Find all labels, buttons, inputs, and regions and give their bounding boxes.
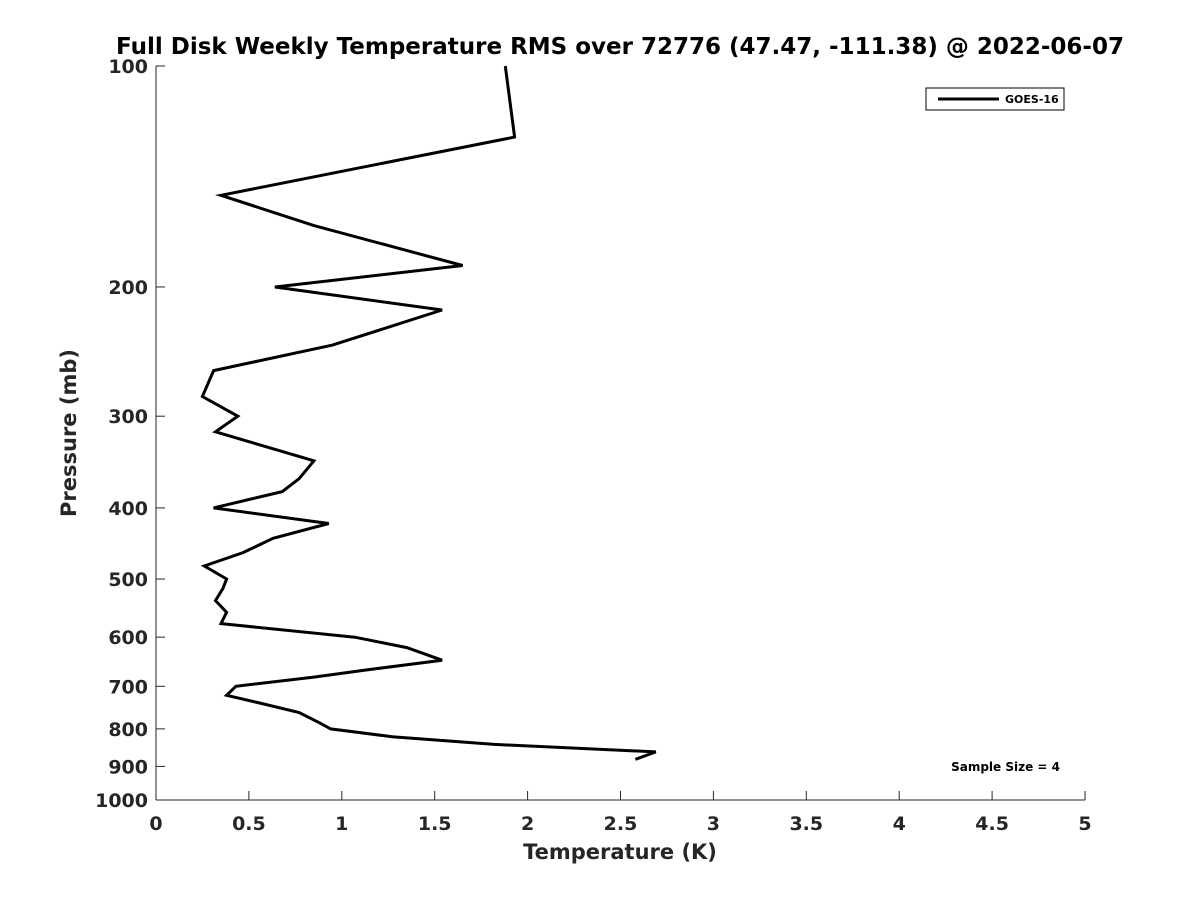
chart-title: Full Disk Weekly Temperature RMS over 72… bbox=[116, 34, 1124, 60]
x-tick-label: 4.5 bbox=[975, 813, 1009, 835]
x-tick-label: 0.5 bbox=[232, 813, 266, 835]
y-tick-label: 900 bbox=[108, 756, 148, 778]
x-tick-label: 3.5 bbox=[789, 813, 823, 835]
x-tick-label: 1.5 bbox=[418, 813, 452, 835]
x-axis-label: Temperature (K) bbox=[523, 840, 717, 864]
x-tick-label: 0 bbox=[149, 813, 162, 835]
y-tick-label: 300 bbox=[108, 406, 148, 428]
y-tick-label: 400 bbox=[108, 498, 148, 520]
x-tick-label: 1 bbox=[335, 813, 348, 835]
x-tick-label: 2.5 bbox=[604, 813, 638, 835]
x-tick-label: 4 bbox=[893, 813, 906, 835]
plot-axes bbox=[155, 66, 1085, 801]
y-tick-label: 200 bbox=[108, 277, 148, 299]
y-tick-label: 600 bbox=[108, 627, 148, 649]
y-tick-label: 100 bbox=[108, 56, 148, 78]
y-axis-label: Pressure (mb) bbox=[57, 349, 81, 517]
sample-size-annotation: Sample Size = 4 bbox=[951, 760, 1060, 774]
legend: GOES-16 bbox=[925, 87, 1065, 111]
x-tick-label: 2 bbox=[521, 813, 534, 835]
x-tick-label: 3 bbox=[707, 813, 720, 835]
y-tick-label: 800 bbox=[108, 719, 148, 741]
y-tick-label: 1000 bbox=[95, 790, 148, 812]
x-tick-label: 5 bbox=[1078, 813, 1091, 835]
series-line-goes-16 bbox=[200, 65, 657, 761]
legend-label-goes-16: GOES-16 bbox=[1005, 93, 1059, 106]
y-tick-label: 700 bbox=[108, 676, 148, 698]
y-tick-label: 500 bbox=[108, 569, 148, 591]
y-axis-ticks: 100 200 300 400 500 600 700 800 900 1000 bbox=[95, 56, 165, 812]
x-axis-ticks: 0 0.5 1 1.5 2 2.5 3 3.5 4 4.5 5 bbox=[149, 791, 1092, 835]
